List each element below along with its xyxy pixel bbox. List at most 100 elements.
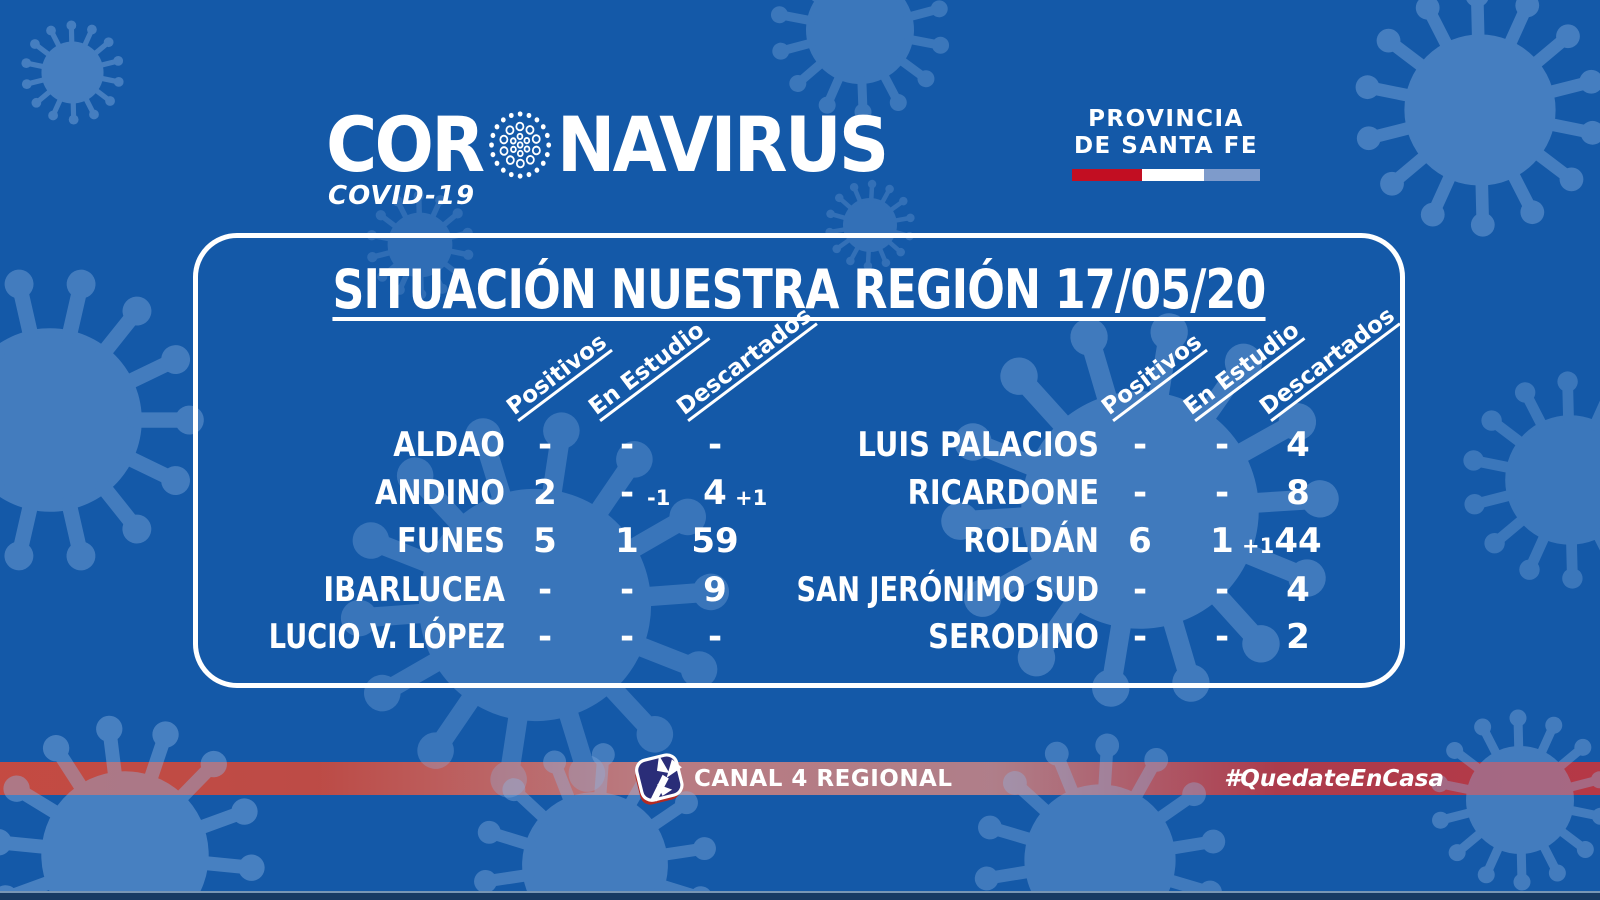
descartados-cell: - — [655, 421, 775, 469]
footer-ribbon — [0, 762, 1600, 795]
positivos-cell: - — [1080, 469, 1200, 517]
en-estudio-value: 1 — [1210, 521, 1234, 561]
positivos-cell: - — [1080, 613, 1200, 661]
positivos-value: - — [537, 570, 553, 610]
virus-watermark — [1431, 709, 1600, 891]
positivos-value: - — [1132, 617, 1148, 657]
canal4-logo — [635, 753, 684, 805]
positivos-cell: 6 — [1080, 517, 1200, 565]
airplane-icon — [650, 755, 682, 802]
descartados-value: 4 — [703, 473, 727, 513]
locality-label: IBARLUCEA — [323, 570, 505, 610]
descartados-value: 4 — [1286, 570, 1310, 610]
descartados-value: 44 — [1274, 521, 1322, 561]
descartados-cell: 44 — [1238, 517, 1358, 565]
province-line2: DE SANTA FE — [1073, 133, 1259, 159]
data-panel-border — [193, 233, 1405, 688]
en-estudio-cell: - — [1162, 469, 1282, 517]
descartados-cell: 4 — [1238, 566, 1358, 614]
panel-title: SITUACIÓN NUESTRA REGIÓN 17/05/20 — [332, 258, 1266, 321]
brand-suffix: NAVIRUS — [556, 100, 889, 189]
channel-name: CANAL 4 REGIONAL — [694, 766, 953, 792]
descartados-value: 59 — [691, 521, 739, 561]
positivos-value: - — [1132, 473, 1148, 513]
descartados-cell: 59 — [655, 517, 775, 565]
positivos-value: 5 — [533, 521, 557, 561]
virus-watermark — [474, 743, 716, 900]
positivos-cell: 2 — [485, 469, 605, 517]
descartados-cell: 4 +1 — [655, 469, 775, 517]
positivos-value: 6 — [1128, 521, 1152, 561]
positivos-value: - — [537, 425, 553, 465]
brand-title: COR NAVIRUS — [326, 100, 889, 189]
positivos-value: 2 — [533, 473, 557, 513]
positivos-cell: 5 — [485, 517, 605, 565]
virus-watermark — [1463, 371, 1600, 589]
en-estudio-cell: - — [567, 566, 687, 614]
locality-label: SERODINO — [928, 617, 1099, 657]
delta-badge: +1 — [735, 486, 768, 510]
locality-label: ALDAO — [393, 425, 505, 465]
virus-watermark — [21, 20, 124, 125]
virus-icon — [489, 110, 552, 179]
locality-label: ROLDÁN — [963, 521, 1099, 561]
en-estudio-cell: - — [1162, 566, 1282, 614]
locality-label: ANDINO — [374, 473, 505, 513]
en-estudio-value: - — [1214, 617, 1230, 657]
en-estudio-cell: 1 — [567, 517, 687, 565]
en-estudio-value: 1 — [615, 521, 639, 561]
locality-label: LUCIO V. LÓPEZ — [268, 617, 505, 657]
en-estudio-value: - — [1214, 473, 1230, 513]
descartados-cell: - — [655, 613, 775, 661]
positivos-cell: - — [485, 421, 605, 469]
flag-blue-segment — [1203, 169, 1261, 181]
descartados-value: - — [707, 617, 723, 657]
virus-watermark — [1355, 0, 1600, 237]
en-estudio-value: - — [1214, 425, 1230, 465]
flag-white-segment — [1141, 169, 1204, 181]
descartados-value: - — [707, 425, 723, 465]
delta-badge: +1 — [1242, 534, 1275, 558]
en-estudio-cell: - — [567, 421, 687, 469]
positivos-cell: - — [485, 613, 605, 661]
descartados-cell: 2 — [1238, 613, 1358, 661]
descartados-cell: 4 — [1238, 421, 1358, 469]
delta-badge: -1 — [647, 486, 671, 510]
stay-home-hashtag: #QuedateEnCasa — [1224, 766, 1444, 792]
en-estudio-value: - — [619, 425, 635, 465]
en-estudio-value: - — [619, 473, 635, 513]
en-estudio-cell: - — [1162, 613, 1282, 661]
descartados-value: 4 — [1286, 425, 1310, 465]
en-estudio-cell: 1 +1 — [1162, 517, 1282, 565]
positivos-cell: - — [1080, 421, 1200, 469]
locality-label: RICARDONE — [907, 473, 1099, 513]
covid19-subtitle: COVID-19 — [328, 181, 476, 211]
descartados-value: 2 — [1286, 617, 1310, 657]
descartados-value: 9 — [703, 570, 727, 610]
positivos-value: - — [537, 617, 553, 657]
positivos-cell: - — [485, 566, 605, 614]
descartados-cell: 9 — [655, 566, 775, 614]
en-estudio-value: - — [619, 570, 635, 610]
virus-watermark — [974, 733, 1226, 900]
positivos-value: - — [1132, 425, 1148, 465]
locality-label: SAN JERÓNIMO SUD — [796, 570, 1099, 610]
positivos-value: - — [1132, 570, 1148, 610]
locality-label: FUNES — [397, 521, 505, 561]
descartados-value: 8 — [1286, 473, 1310, 513]
brand-prefix: COR — [326, 100, 485, 189]
locality-label: LUIS PALACIOS — [857, 425, 1099, 465]
en-estudio-value: - — [1214, 570, 1230, 610]
province-logo: PROVINCIA DE SANTA FE — [1040, 106, 1292, 181]
en-estudio-value: - — [619, 617, 635, 657]
positivos-cell: - — [1080, 566, 1200, 614]
descartados-cell: 8 — [1238, 469, 1358, 517]
flag-red-segment — [1072, 169, 1142, 181]
province-line1: PROVINCIA — [1088, 106, 1244, 132]
bottom-navy-strip — [0, 891, 1600, 900]
province-flag-bar — [1072, 169, 1261, 181]
en-estudio-cell: - — [567, 613, 687, 661]
en-estudio-cell: - -1 — [567, 469, 687, 517]
en-estudio-cell: - — [1162, 421, 1282, 469]
